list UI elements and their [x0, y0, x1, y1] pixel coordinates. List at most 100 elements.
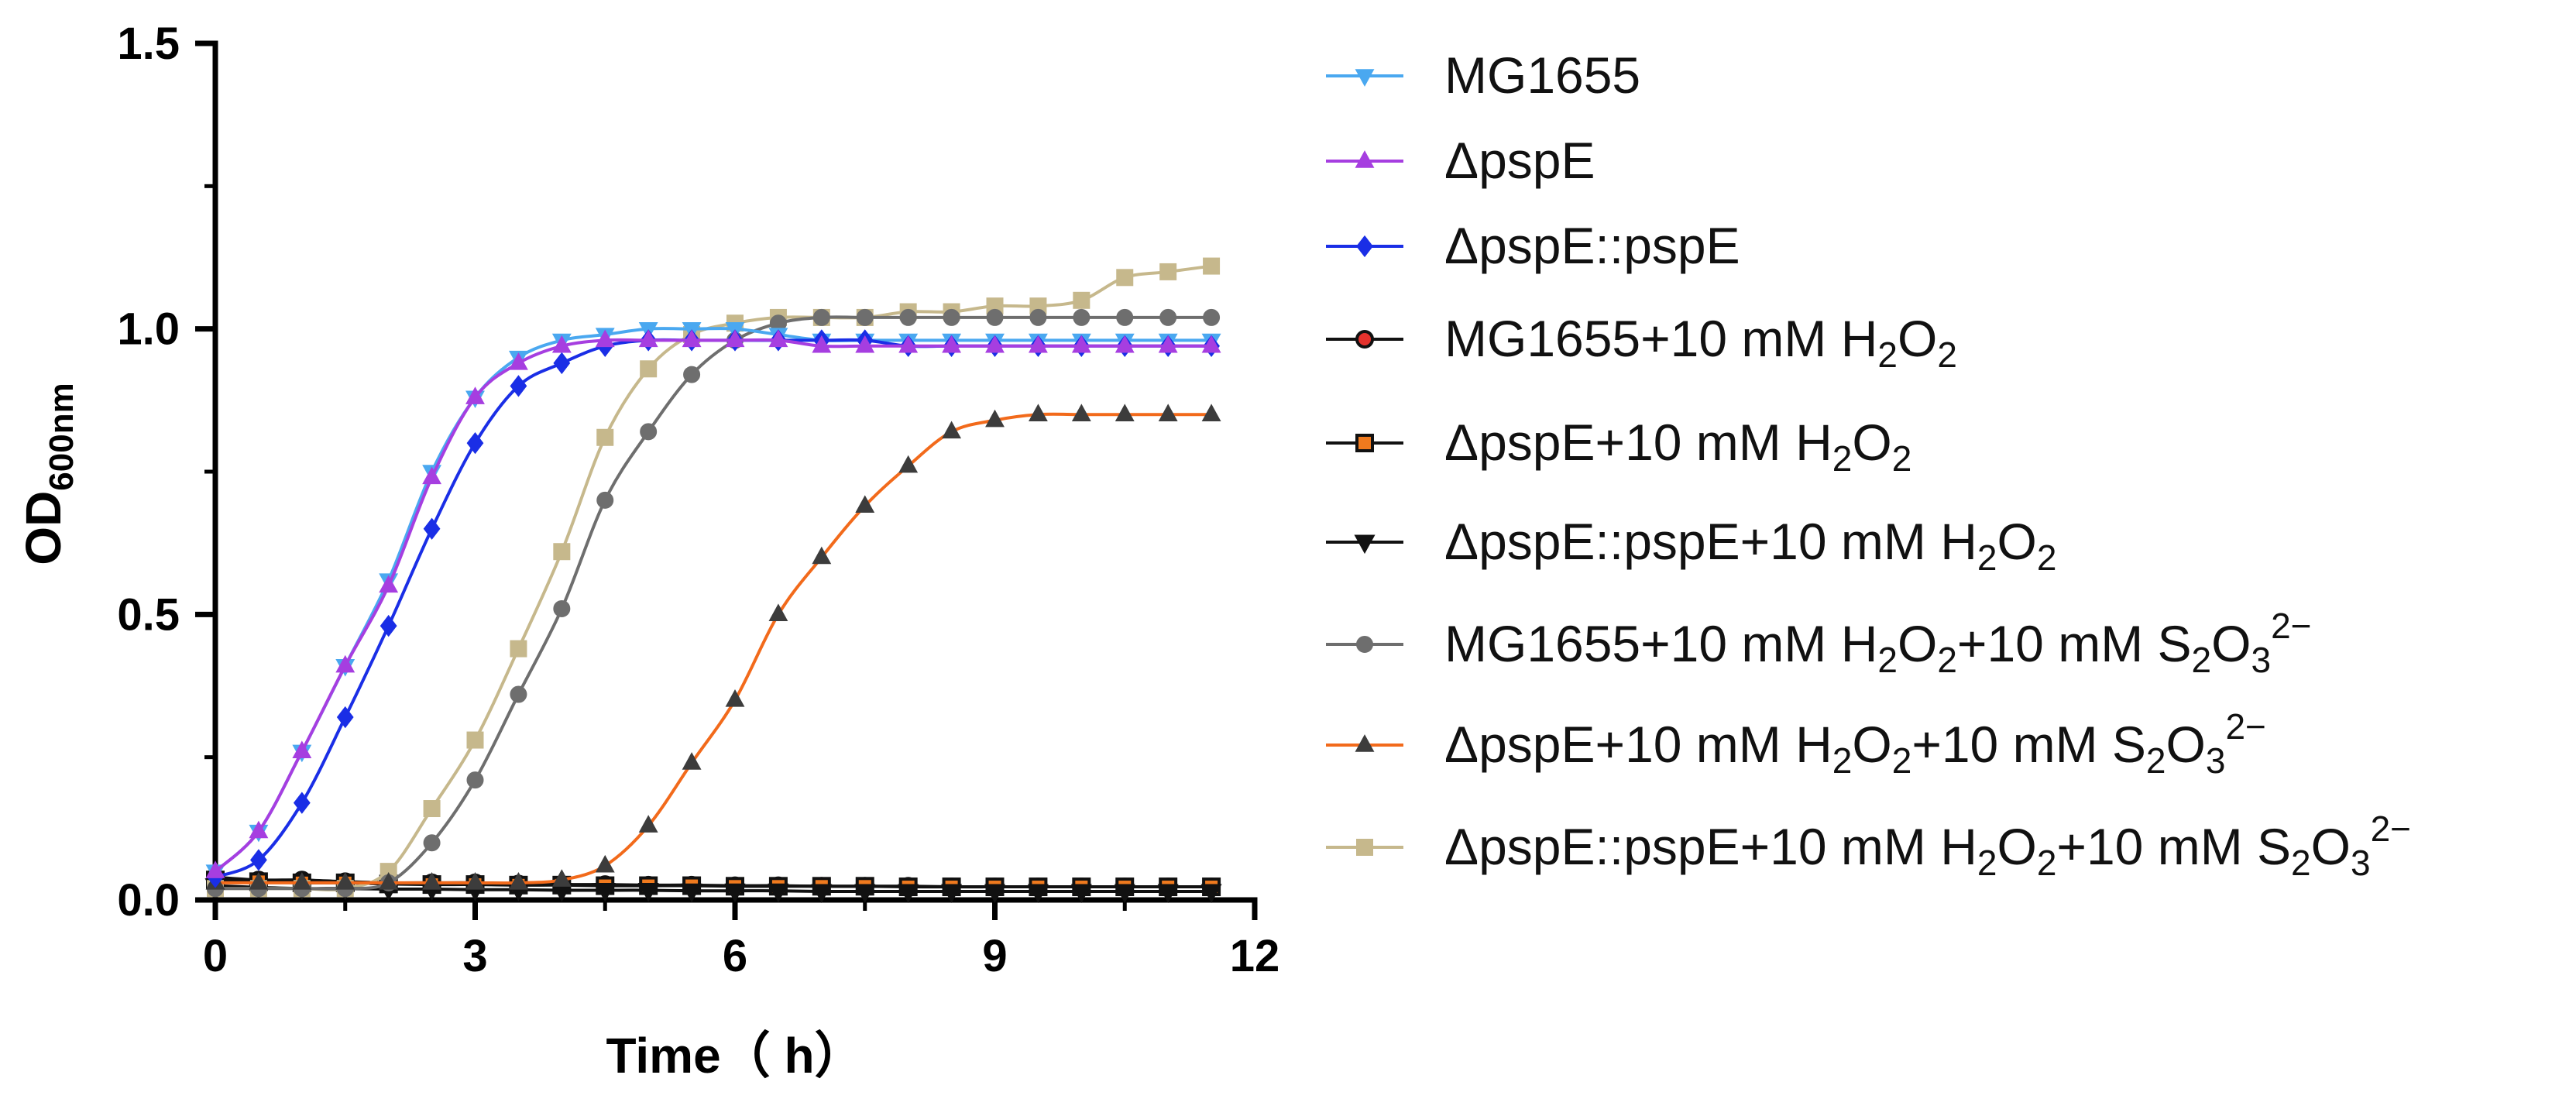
legend-label-part: 2	[1877, 335, 1898, 375]
series-7-point	[508, 871, 528, 890]
legend-label-part: ΔpspE+10 mM H	[1444, 716, 1832, 773]
series-2-point	[466, 431, 484, 455]
legend-label-part: ΔpspE::pspE+10 mM H	[1444, 818, 1977, 875]
series-1-point	[638, 329, 658, 348]
series-6	[207, 308, 1221, 898]
series-6-line	[215, 315, 1212, 891]
series-1-point	[1071, 335, 1091, 353]
series-2-point	[553, 352, 571, 375]
x-tick-label: 9	[982, 931, 1007, 981]
x-tick-label: 3	[462, 931, 487, 981]
series-5-point	[984, 884, 1006, 904]
series-6-point	[986, 308, 1004, 326]
legend-label: MG1655+10 mM H2O2+10 mM S2O32−	[1444, 606, 2312, 680]
legend-label-part: 2	[1892, 438, 1912, 479]
series-2-point	[293, 792, 311, 814]
series-1-point	[205, 860, 225, 878]
y-tick-label: 0.5	[117, 589, 180, 640]
legend-swatch-marker	[1354, 534, 1376, 555]
series-0	[205, 321, 1221, 883]
series-1-point	[898, 335, 919, 353]
series-6-point	[683, 366, 701, 383]
series-5-point	[854, 884, 876, 904]
series-7-point	[465, 871, 485, 890]
series-6-point	[943, 308, 960, 326]
legend-label-part: ΔpspE::pspE	[1444, 217, 1740, 274]
series-6-point	[466, 771, 484, 789]
y-axis-label-main: OD	[15, 491, 71, 565]
series-7-point	[1158, 404, 1178, 421]
series-lines	[204, 257, 1222, 904]
series-6-point	[423, 834, 441, 852]
legend-label-part: O	[1852, 716, 1891, 773]
series-5-point	[724, 883, 746, 903]
series-5-point	[1157, 884, 1179, 904]
series-7-point	[812, 546, 832, 565]
legend-item-3: MG1655+10 mM H2O2	[1326, 310, 1957, 375]
series-1-point	[942, 335, 962, 353]
legend-label-part: +10 mM S	[1911, 716, 2146, 773]
legend-label-part: +10 mM S	[1957, 615, 2192, 672]
legend-item-6: MG1655+10 mM H2O2+10 mM S2O32−	[1326, 606, 2312, 680]
legend-label-part: 2	[1937, 640, 1957, 680]
series-1-point	[292, 740, 312, 758]
legend-label: MG1655+10 mM H2O2	[1444, 310, 1957, 375]
series-8-point	[553, 543, 571, 561]
series-7-point	[249, 871, 269, 890]
legend-swatch-marker	[1355, 330, 1374, 349]
legend-label-part: 2	[2037, 537, 2057, 578]
x-tick-label: 6	[723, 931, 747, 981]
series-6-point	[553, 599, 571, 617]
y-tick-label: 0.0	[117, 875, 180, 926]
y-axis-label-subscript: 600nm	[43, 383, 81, 490]
legend-label-part: 2−	[2271, 606, 2311, 646]
series-1-line	[214, 338, 1212, 873]
legend-label-part: 2	[2291, 843, 2311, 883]
series-1-point	[595, 329, 615, 348]
series-1-point	[335, 654, 355, 673]
legend-label-part: 2−	[2225, 706, 2265, 747]
legend-label-part: ΔpspE::pspE+10 mM H	[1444, 513, 1977, 570]
series-5-point	[1200, 884, 1222, 904]
legend-label-part: +10 mM S	[2056, 818, 2291, 875]
legend-label-part: 2	[1892, 740, 1912, 781]
legend-item-0: MG1655	[1326, 46, 1640, 104]
series-5-point	[594, 882, 616, 902]
legend-label: ΔpspE+10 mM H2O2+10 mM S2O32−	[1444, 706, 2266, 781]
series-8-point	[510, 640, 527, 658]
series-6-point	[640, 423, 658, 441]
legend-label-part: MG1655	[1444, 46, 1640, 104]
legend-item-7: ΔpspE+10 mM H2O2+10 mM S2O32−	[1326, 706, 2266, 781]
series-7-point	[898, 455, 919, 473]
series-7-point	[725, 689, 745, 707]
legend-label: ΔpspE+10 mM H2O2	[1444, 414, 1911, 479]
legend-item-4: ΔpspE+10 mM H2O2	[1326, 414, 1911, 479]
legend-label-part: O	[1898, 615, 1937, 672]
legend-label: ΔpspE::pspE+10 mM H2O2+10 mM S2O32−	[1444, 809, 2411, 883]
legend-label-part: 2	[1977, 843, 1997, 883]
series-8-point	[1203, 257, 1221, 275]
y-tick-label: 1.0	[117, 304, 180, 355]
legend-swatch-marker	[1355, 434, 1374, 452]
series-8-line	[215, 264, 1212, 891]
series-7-point	[1201, 404, 1221, 421]
series-5-point	[941, 884, 963, 904]
legend-item-2: ΔpspE::pspE	[1326, 217, 1740, 274]
legend-label-part: MG1655+10 mM H	[1444, 310, 1877, 367]
series-7-point	[682, 752, 702, 770]
series-8-point	[1073, 291, 1091, 309]
series-7-point	[422, 871, 442, 890]
legend-label-part: 2	[1832, 740, 1853, 781]
legend-label-part: O	[2166, 716, 2206, 773]
series-7-point	[335, 871, 355, 890]
legend-label-part: 3	[2206, 740, 2226, 781]
series-7-point	[1071, 404, 1091, 421]
series-1-point	[551, 335, 572, 353]
series-5-point	[1114, 884, 1135, 904]
legend-label-part: O	[1898, 310, 1937, 367]
series-1-point	[1115, 335, 1135, 353]
legend-label-part: 2	[2192, 640, 2212, 680]
